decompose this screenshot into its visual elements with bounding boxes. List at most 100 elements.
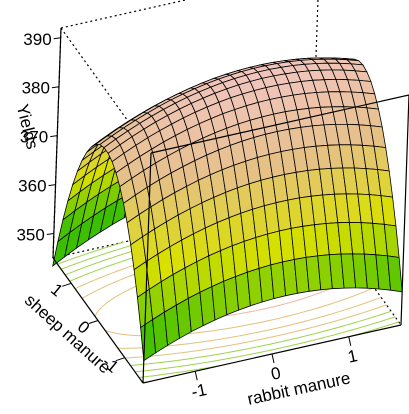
y-axis-title: sheep manure	[21, 290, 114, 377]
floor-contour-segment	[345, 330, 351, 333]
floor-contour-segment	[81, 253, 86, 257]
floor-contour-segment	[81, 266, 85, 270]
floor-contour-segment	[238, 312, 243, 315]
x-tick	[348, 336, 352, 346]
floor-contour-segment	[229, 314, 234, 316]
floor-contour-segment	[286, 324, 292, 327]
floor-contour-segment	[233, 313, 239, 316]
floor-contour-segment	[308, 326, 313, 329]
floor-contour-segment	[298, 298, 303, 301]
floor-contour-segment	[282, 325, 287, 328]
floor-contour-segment	[76, 268, 81, 271]
floor-contour-segment	[324, 304, 327, 307]
floor-contour-segment	[96, 312, 98, 314]
floor-contour-segment	[334, 300, 340, 304]
floor-contour-segment	[212, 339, 217, 341]
floor-contour-segment	[148, 369, 154, 371]
floor-contour-segment	[115, 294, 120, 298]
floor-contour-segment	[337, 325, 343, 328]
floor-contour-segment	[112, 296, 116, 300]
floor-contour-segment	[88, 292, 93, 295]
floor-contour-segment	[193, 368, 199, 371]
floor-contour-segment	[124, 251, 129, 255]
floor-contour-segment	[332, 311, 338, 315]
floor-contour-segment	[320, 336, 326, 339]
floor-contour-segment	[243, 354, 248, 357]
floor-contour-segment	[316, 331, 322, 334]
floor-contour-segment	[303, 320, 308, 323]
floor-contour-segment	[286, 345, 292, 348]
floor-contour-segment	[261, 344, 266, 347]
floor-contour-segment	[333, 319, 338, 323]
floor-contour-segment	[215, 329, 220, 331]
floor-contour-segment	[341, 331, 346, 334]
floor-contour-segment	[330, 302, 336, 305]
floor-contour-segment	[354, 313, 359, 316]
floor-contour-segment	[376, 314, 380, 317]
floor-contour-segment	[263, 320, 269, 323]
floor-contour-segment	[376, 296, 382, 300]
floor-contour-segment	[277, 304, 282, 307]
floor-contour-segment	[202, 367, 208, 370]
floor-contour-segment	[189, 342, 195, 345]
box-back-edge	[60, 0, 189, 29]
floor-contour-segment	[85, 252, 90, 255]
floor-contour-segment	[370, 309, 374, 311]
floor-contour-segment	[108, 264, 113, 267]
floor-contour-segment	[328, 334, 334, 337]
floor-contour-segment	[350, 295, 355, 298]
floor-contour-segment	[226, 351, 231, 354]
floor-contour-segment	[115, 279, 120, 283]
floor-contour-segment	[113, 243, 118, 246]
floor-contour-segment	[382, 312, 388, 315]
floor-contour-segment	[189, 363, 194, 366]
floor-contour-segment	[308, 333, 313, 336]
floor-contour-segment	[325, 329, 330, 332]
floor-contour-segment	[121, 268, 125, 271]
floor-contour-segment	[229, 356, 235, 359]
floor-contour-segment	[96, 288, 101, 292]
floor-contour-segment	[295, 336, 301, 339]
floor-contour-segment	[333, 327, 338, 330]
floor-contour-segment	[246, 323, 251, 326]
floor-contour-segment	[109, 298, 113, 302]
x-axis-title: rabbit manure	[246, 368, 353, 408]
floor-contour-segment	[82, 283, 87, 286]
floor-contour-segment	[370, 322, 375, 325]
x-tick	[194, 371, 198, 381]
floor-contour-segment	[96, 310, 99, 313]
floor-contour-segment	[273, 348, 279, 350]
box-front-edge	[150, 94, 409, 154]
floor-contour-segment	[344, 308, 350, 311]
floor-contour-segment	[60, 267, 66, 270]
floor-contour-segment	[121, 292, 124, 294]
floor-contour-segment	[310, 308, 315, 311]
floor-contour-segment	[112, 262, 117, 266]
floor-contour-segment	[329, 321, 334, 324]
floor-contour-segment	[68, 264, 74, 267]
floor-contour-segment	[208, 347, 213, 350]
floor-contour-segment	[167, 367, 172, 369]
floor-contour-segment	[290, 323, 296, 326]
floor-contour-segment	[386, 324, 391, 327]
floor-contour-segment	[104, 303, 107, 305]
floor-contour-segment	[378, 305, 383, 309]
floor-contour-segment	[322, 289, 327, 293]
floor-contour-segment	[340, 309, 346, 312]
floor-contour-segment	[116, 248, 122, 251]
floor-contour-segment	[74, 256, 78, 259]
floor-contour-segment	[386, 317, 392, 320]
floor-contour-segment	[112, 249, 118, 252]
floor-contour-segment	[118, 278, 124, 281]
floor-contour-segment	[194, 363, 200, 365]
floor-contour-segment	[64, 266, 68, 269]
floor-contour-segment	[390, 316, 396, 319]
floor-contour-segment	[107, 273, 110, 276]
floor-contour-segment	[306, 309, 311, 312]
floor-contour-segment	[239, 355, 244, 357]
floor-contour-segment	[342, 297, 348, 301]
floor-contour-segment	[105, 300, 110, 305]
floor-contour-segment	[100, 305, 104, 309]
floor-contour-segment	[225, 357, 231, 360]
box-front-edge	[142, 152, 152, 384]
